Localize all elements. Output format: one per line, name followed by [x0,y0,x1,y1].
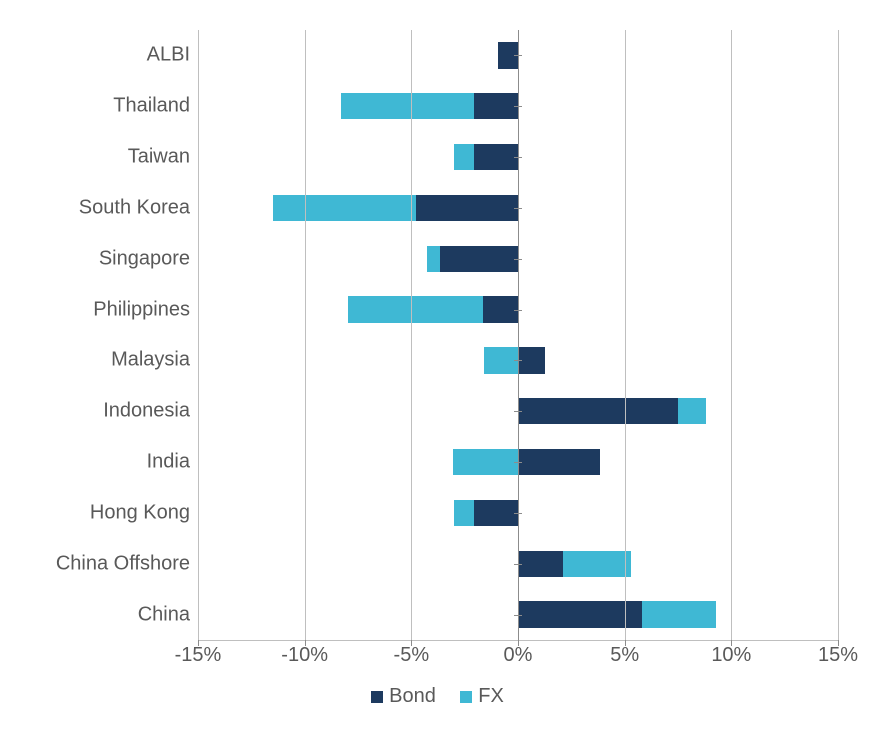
plot-area [198,30,838,641]
category-label: China [138,603,190,626]
legend-label-fx: FX [478,685,504,708]
category-tick [514,106,522,107]
category-label: ALBI [147,44,190,67]
bar-seg-bond [474,500,518,526]
x-axis-label: 10% [711,644,751,667]
category-tick [514,208,522,209]
category-tick [514,564,522,565]
x-axis-label: 15% [818,644,858,667]
category-label: India [147,451,190,474]
bar-seg-fx [484,347,518,373]
gridline [305,30,306,640]
x-axis-label: -15% [175,644,222,667]
bar-seg-fx [453,449,518,475]
x-axis-label: 5% [610,644,639,667]
bar-seg-fx [273,195,416,221]
gridline [625,30,626,640]
legend-swatch-bond [371,691,383,703]
gridline [411,30,412,640]
gridline [198,30,199,640]
bar-seg-fx [427,246,440,272]
bar-seg-bond [518,449,600,475]
zero-line [518,30,519,640]
gridline [838,30,839,640]
bar-seg-bond [518,551,563,577]
y-axis-labels: ALBI Thailand Taiwan South Korea Singapore Ph… [20,30,190,640]
bar-seg-bond [474,93,518,119]
legend-label-bond: Bond [389,685,436,708]
category-tick [514,462,522,463]
legend-item-bond: Bond [371,685,436,708]
category-label: Indonesia [103,400,190,423]
bar-seg-fx [678,398,706,424]
category-label: Thailand [113,95,190,118]
category-label: Singapore [99,247,190,270]
bar-seg-fx [341,93,474,119]
legend-swatch-fx [460,691,472,703]
legend: Bond FX [20,685,855,708]
bar-seg-bond [474,144,518,170]
category-tick [514,157,522,158]
x-axis-labels: -15%-10%-5%0%5%10%15% [198,644,838,674]
x-axis-label: -10% [281,644,328,667]
category-label: China Offshore [56,552,190,575]
x-axis-label: 0% [504,644,533,667]
category-tick [514,259,522,260]
x-axis-label: -5% [394,644,430,667]
category-tick [514,513,522,514]
category-label: South Korea [79,196,190,219]
category-tick [514,615,522,616]
bar-seg-fx [348,296,482,322]
category-label: Malaysia [111,349,190,372]
bar-seg-bond [483,296,518,322]
category-tick [514,411,522,412]
bar-seg-fx [454,144,474,170]
category-label: Hong Kong [90,501,190,524]
category-label: Philippines [93,298,190,321]
category-label: Taiwan [128,146,190,169]
bar-seg-bond [518,601,642,627]
category-tick [514,310,522,311]
bar-seg-bond [416,195,518,221]
bar-seg-fx [454,500,474,526]
bar-seg-bond [518,398,678,424]
legend-item-fx: FX [460,685,504,708]
category-tick [514,360,522,361]
bar-seg-bond [440,246,518,272]
bond-fx-chart: ALBI Thailand Taiwan South Korea Singapore Ph… [20,20,855,713]
bar-seg-fx [563,551,631,577]
category-tick [514,55,522,56]
bar-seg-fx [642,601,717,627]
gridline [731,30,732,640]
